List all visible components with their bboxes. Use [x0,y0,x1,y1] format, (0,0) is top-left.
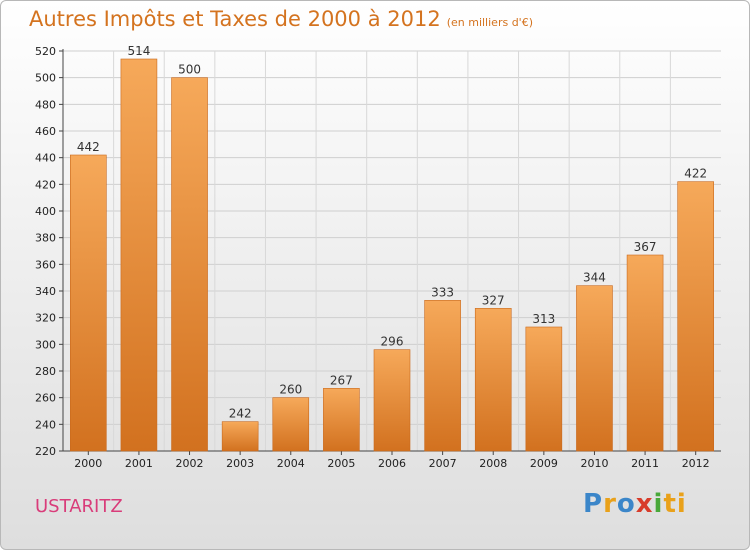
x-tick-label: 2011 [631,457,659,470]
y-tick-label: 380 [35,232,56,245]
y-tick-label: 340 [35,285,56,298]
x-tick-label: 2007 [429,457,457,470]
bar-value-label: 500 [178,63,201,77]
chart-title-text: Autres Impôts et Taxes de 2000 à 2012 [29,7,441,31]
x-tick-label: 2009 [530,457,558,470]
x-tick-label: 2005 [327,457,355,470]
x-tick-label: 2010 [580,457,608,470]
y-tick-label: 400 [35,205,56,218]
bar [626,254,664,452]
bar-value-label: 242 [229,407,252,421]
logo-letter: x [635,489,654,519]
y-tick-label: 420 [35,178,56,191]
bar [323,388,360,452]
chart-subtitle: (en milliers d'€) [446,16,533,29]
bar-value-label: 442 [77,140,100,154]
bar [70,154,107,452]
y-tick-label: 320 [35,312,56,325]
bar [576,285,613,452]
bar-value-label: 514 [127,44,150,58]
y-tick-label: 500 [35,72,56,85]
bar [525,326,563,452]
commune-name: USTARITZ [35,496,123,517]
proxiti-logo: Proxiti [583,489,687,519]
y-tick-label: 280 [35,365,56,378]
bars [70,58,714,452]
bar [474,308,512,452]
bar [424,300,461,452]
y-tick-label: 480 [35,98,56,111]
y-tick-label: 220 [35,445,56,458]
bar [221,421,259,452]
bar-value-label: 367 [634,240,657,254]
bar [373,349,411,452]
bar-value-label: 422 [684,167,707,181]
bar [272,397,310,452]
y-tick-label: 260 [35,392,56,405]
y-tick-label: 300 [35,338,56,351]
bar-value-label: 267 [330,373,353,387]
y-tick-label: 460 [35,125,56,138]
logo-letter: o [616,489,636,519]
x-tick-label: 2002 [176,457,204,470]
labels: 220 240 260 280 300 320 340 360 380 400 420 440 460 4… [35,44,710,470]
bar-value-label: 260 [279,383,302,397]
bar-value-label: 313 [532,312,555,326]
x-tick-label: 2000 [74,457,102,470]
chart-title: Autres Impôts et Taxes de 2000 à 2012 (en… [29,7,533,31]
x-tick-label: 2012 [682,457,710,470]
logo-letter: P [583,489,604,519]
x-tick-label: 2006 [378,457,406,470]
x-tick-label: 2001 [125,457,153,470]
y-tick-label: 520 [35,45,56,58]
y-tick-label: 360 [35,258,56,271]
x-tick-label: 2004 [277,457,305,470]
x-tick-label: 2008 [479,457,507,470]
bar-value-label: 296 [381,335,404,349]
x-tick-label: 2003 [226,457,254,470]
bar [677,181,714,452]
logo-letter: r [603,489,617,519]
bar-value-label: 333 [431,285,454,299]
bar [120,58,158,452]
logo-letter: ti [663,489,687,519]
logo-letter: i [653,489,664,519]
y-tick-label: 240 [35,418,56,431]
bar [171,77,208,452]
bar-value-label: 344 [583,271,606,285]
y-tick-label: 440 [35,152,56,165]
bar-value-label: 327 [482,293,505,307]
